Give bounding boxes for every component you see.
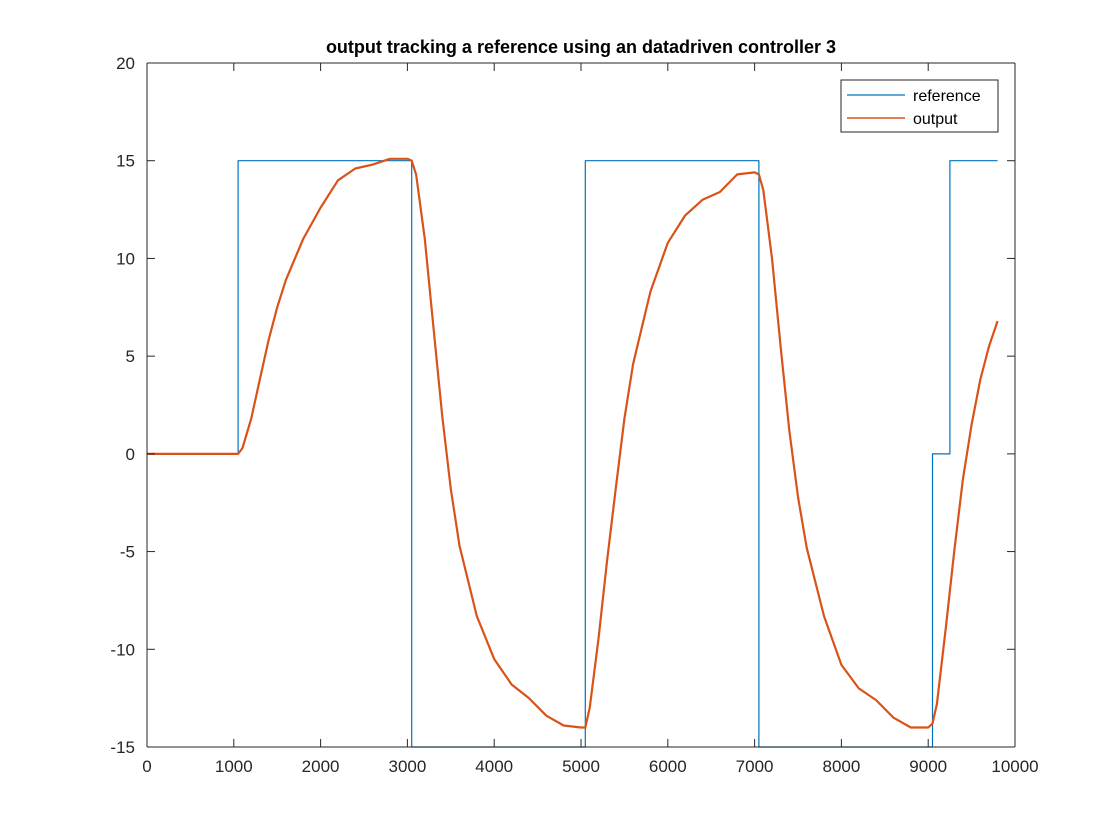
x-tick-label: 10000 [991, 757, 1038, 776]
y-tick-label: -15 [110, 738, 135, 757]
chart-title: output tracking a reference using an dat… [326, 37, 836, 57]
x-tick-label: 3000 [388, 757, 426, 776]
series-layer [147, 157, 999, 748]
x-tick-label: 6000 [649, 757, 687, 776]
x-tick-label: 7000 [736, 757, 774, 776]
x-tick-label: 0 [142, 757, 151, 776]
legend-box [840, 79, 999, 133]
x-tick-label: 9000 [909, 757, 947, 776]
x-tick-label: 2000 [302, 757, 340, 776]
legend: reference output [840, 79, 999, 133]
x-tick-label: 5000 [562, 757, 600, 776]
y-tick-label: 10 [116, 249, 135, 268]
y-tick-label: 5 [126, 347, 135, 366]
y-axis-ticks: -15 -10 -5 0 5 10 15 20 [110, 54, 1015, 757]
legend-label-output: output [913, 111, 958, 128]
y-tick-label: -10 [110, 640, 135, 659]
y-tick-label: 15 [116, 152, 135, 171]
x-tick-label: 4000 [475, 757, 513, 776]
legend-label-reference: reference [913, 88, 981, 105]
x-tick-label: 1000 [215, 757, 253, 776]
x-tick-label: 8000 [822, 757, 860, 776]
series-line-reference [147, 160, 998, 748]
plot-area [147, 63, 1015, 747]
series-line-output [147, 157, 999, 729]
x-axis-ticks: 0 1000 2000 3000 4000 5000 6000 7000 8000 9000 100… [142, 63, 1039, 776]
y-tick-label: -5 [120, 543, 135, 562]
y-tick-label: 20 [116, 54, 135, 73]
y-tick-label: 0 [126, 445, 135, 464]
